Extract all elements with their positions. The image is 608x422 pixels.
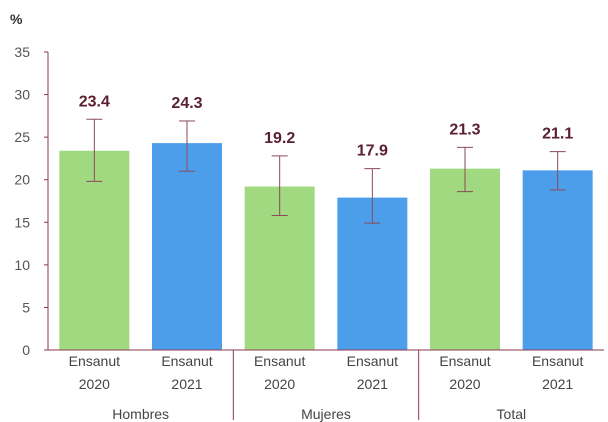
x-category-label: Ensanut [161,353,212,369]
data-label: 21.3 [449,121,480,138]
x-group-label: Mujeres [301,406,351,422]
y-tick-label: 10 [14,257,30,273]
bar [152,143,222,350]
y-tick-label: 5 [22,299,30,315]
x-category-year-label: 2020 [264,376,295,392]
bar [59,150,130,350]
x-category-label: Ensanut [347,353,398,369]
x-category-label: Ensanut [439,353,490,369]
x-group-label: Total [497,406,527,422]
x-category-year-label: 2021 [542,376,573,392]
y-axis-unit-label: % [10,11,23,27]
data-label: 24.3 [171,95,202,112]
x-category-label: Ensanut [532,353,583,369]
data-label: 19.2 [264,130,295,147]
error-bar [86,118,103,182]
error-bar [179,120,195,172]
error-bar [457,146,473,193]
y-tick-label: 30 [14,87,30,103]
bar [522,170,593,350]
x-category-label: Ensanut [254,353,305,369]
error-bar [549,151,566,191]
data-label: 17.9 [357,143,388,160]
x-category-label: Ensanut [69,353,120,369]
x-category-year-label: 2021 [171,376,202,392]
x-category-year-label: 2021 [357,376,388,392]
data-label: 21.1 [542,126,573,143]
x-group-label: Hombres [112,406,169,422]
x-category-year-label: 2020 [449,376,480,392]
y-tick-label: 0 [22,342,30,358]
y-tick-label: 15 [14,214,30,230]
y-tick-label: 20 [14,172,30,188]
bar [430,168,500,350]
error-bar [364,168,381,224]
y-tick-label: 35 [14,44,30,60]
error-bar [271,155,288,216]
x-category-year-label: 2020 [79,376,110,392]
y-tick-label: 25 [14,129,30,145]
data-label: 23.4 [79,93,110,110]
